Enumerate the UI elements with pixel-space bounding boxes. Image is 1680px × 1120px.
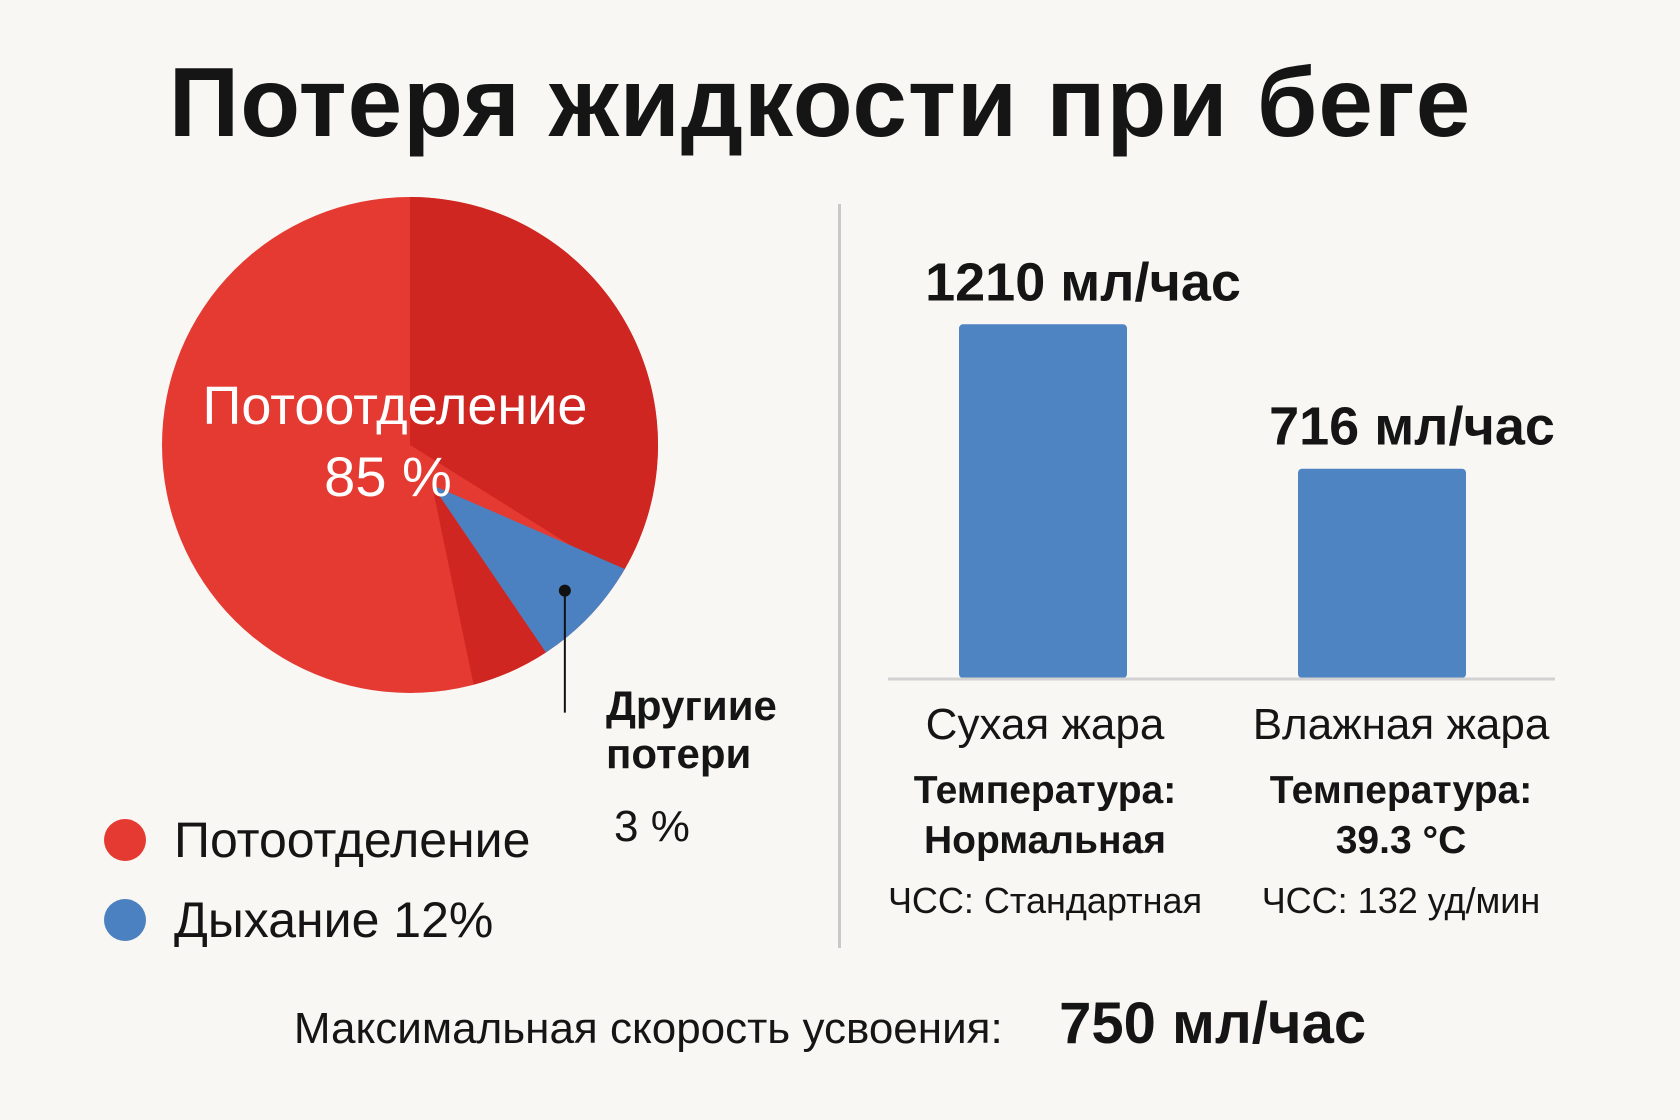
other-losses-value: 3 %	[614, 802, 690, 851]
pie-slice-sweat-shade	[410, 197, 658, 577]
category-dry-heat: Сухая жара Температура: Нормальная ЧСС: …	[865, 700, 1225, 922]
bar-value-label-0: 1210 мл/час	[925, 252, 1241, 312]
pie-legend: Потоотделение Дыхание 12%	[104, 800, 530, 960]
category-humid-heat: Влажная жара Температура: 39.3 °C ЧСС: 1…	[1221, 700, 1581, 922]
absorption-value: 750 мл/час	[1059, 991, 1367, 1056]
bar-1	[1298, 468, 1466, 678]
pie-center-label: Потоотделение	[203, 376, 588, 436]
temperature-label: Температура:	[1269, 769, 1533, 812]
heart-rate: ЧСС: 132 уд/мин	[1261, 880, 1541, 921]
legend-label-sweat: Потоотделение	[174, 812, 531, 868]
bar-chart: 1210 мл/час 716 мл/час	[888, 252, 1555, 681]
bar-0	[959, 324, 1127, 678]
legend-item-sweat: Потоотделение	[104, 800, 530, 880]
bar-value-label-1: 716 мл/час	[1269, 397, 1555, 457]
legend-swatch-breathing	[104, 899, 146, 941]
callout-dot	[558, 584, 571, 597]
absorption-label: Максимальная скорость усвоения:	[293, 1004, 1003, 1053]
legend-swatch-sweat	[104, 819, 146, 861]
pie-slice-other	[432, 485, 546, 685]
temperature-value: Нормальная	[923, 819, 1167, 862]
temperature-label: Температура:	[913, 769, 1177, 812]
legend-item-breathing: Дыхание 12%	[104, 880, 530, 960]
pie-center-value: 85 %	[324, 445, 452, 508]
footer: Максимальная скорость усвоения: 750 мл/ч…	[0, 990, 1660, 1057]
category-label: Влажная жара	[1252, 700, 1550, 749]
temperature-value: 39.3 °C	[1335, 819, 1467, 862]
other-losses-label: Другиие потери	[606, 682, 777, 777]
pie-slice-breathing	[432, 485, 625, 653]
pie-chart: Потоотделение 85 %	[162, 197, 658, 713]
category-label: Сухая жара	[925, 700, 1165, 749]
divider	[838, 204, 841, 948]
legend-label-breathing: Дыхание 12%	[174, 892, 494, 948]
heart-rate: ЧСС: Стандартная	[887, 880, 1203, 921]
page-title: Потеря жидкости при беге	[168, 47, 1472, 157]
